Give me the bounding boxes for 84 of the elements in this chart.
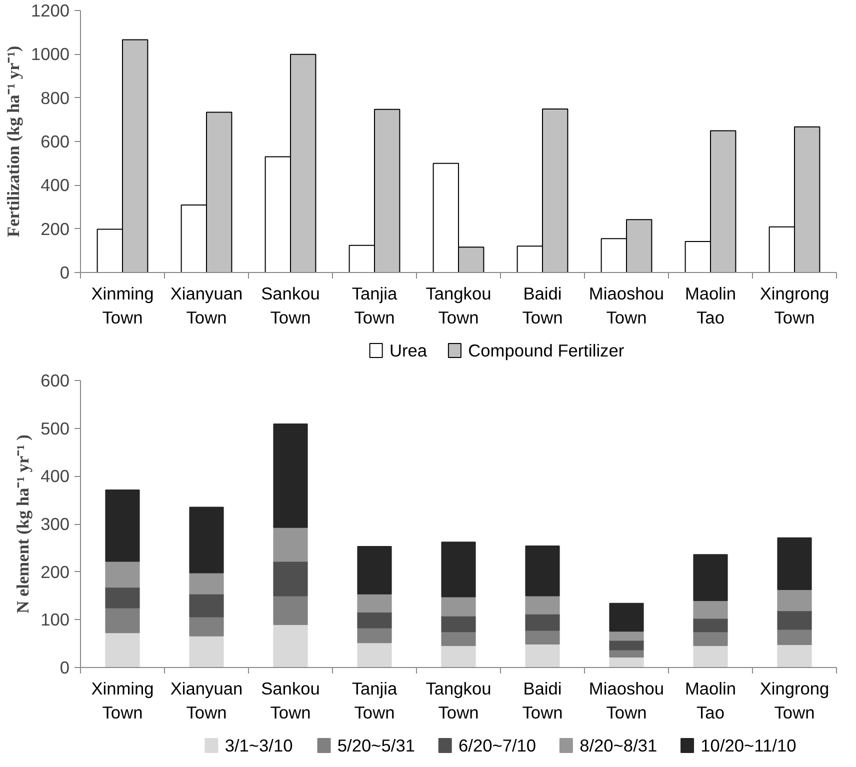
y-tick-label: 400 xyxy=(40,175,70,196)
x-tick-label: Maolin Tao xyxy=(684,284,736,328)
x-tick-label: Sankou Town xyxy=(261,678,320,722)
legend-label: 5/20~5/31 xyxy=(337,736,415,756)
bar xyxy=(189,572,224,594)
bar xyxy=(357,593,392,613)
bar xyxy=(777,589,812,612)
bar xyxy=(441,631,476,646)
bar xyxy=(693,644,728,668)
y-tick-label: 500 xyxy=(40,418,70,438)
bar xyxy=(189,593,224,618)
y-tick-label: 0 xyxy=(60,658,70,678)
bar xyxy=(609,640,644,650)
x-tick-label: Tanjia Town xyxy=(352,284,398,328)
x-tick-label: Baidi Town xyxy=(522,284,563,328)
y-tick-label: 600 xyxy=(40,132,70,152)
y-tick-label: 1000 xyxy=(30,44,70,64)
x-tick-label: Miaoshou Town xyxy=(588,284,664,328)
legend-label: 10/20~11/10 xyxy=(700,736,796,756)
y-tick-label: 800 xyxy=(40,88,70,108)
bar xyxy=(777,610,812,630)
x-tick-label: Xinming Town xyxy=(91,678,154,722)
bar xyxy=(441,644,476,668)
bar xyxy=(105,490,140,562)
y-tick-label: 1200 xyxy=(30,0,70,20)
bar xyxy=(693,554,728,602)
bar xyxy=(693,600,728,619)
legend-label: 3/1~3/10 xyxy=(224,736,293,756)
bar xyxy=(525,546,560,596)
x-tick-label: Tanjia Town xyxy=(352,678,398,722)
legend-label: Urea xyxy=(389,340,428,360)
y-tick-label: 400 xyxy=(40,466,70,486)
bar xyxy=(105,632,140,668)
x-tick-label: Baidi Town xyxy=(522,678,563,722)
bar xyxy=(105,586,140,608)
bar xyxy=(693,631,728,646)
y-tick-label: 0 xyxy=(60,262,70,282)
bar xyxy=(441,615,476,632)
bar xyxy=(357,627,392,644)
bar xyxy=(189,506,224,574)
bar xyxy=(525,613,560,631)
x-tick-label: Xingrong Town xyxy=(760,284,830,328)
bar xyxy=(357,546,392,594)
bar xyxy=(525,630,560,645)
bar xyxy=(441,542,476,598)
bar xyxy=(273,560,308,596)
bar xyxy=(777,628,812,646)
bar xyxy=(273,595,308,625)
x-tick-label: Xianyuan Town xyxy=(170,284,243,328)
bar xyxy=(357,612,392,628)
bar xyxy=(441,596,476,616)
bar xyxy=(357,642,392,668)
bar xyxy=(189,635,224,668)
bar xyxy=(609,602,644,632)
bar xyxy=(273,424,308,528)
bar xyxy=(189,616,224,636)
bar xyxy=(609,630,644,641)
bar xyxy=(105,607,140,634)
x-tick-label: Xianyuan Town xyxy=(170,678,243,722)
x-tick-label: Sankou Town xyxy=(261,284,320,328)
y-tick-label: 200 xyxy=(40,218,70,239)
x-tick-label: Xinming Town xyxy=(91,284,154,328)
bar xyxy=(273,526,308,562)
x-tick-label: Maolin Tao xyxy=(684,678,736,722)
bar xyxy=(777,644,812,668)
y-axis-title: N element (kg ha⁻¹ yr⁻¹ ) xyxy=(14,434,33,614)
legend-label: Compound Fertilizer xyxy=(468,340,624,360)
x-tick-label: Tangkou Town xyxy=(426,284,492,328)
bar xyxy=(525,644,560,668)
bar xyxy=(777,537,812,590)
bar xyxy=(105,560,140,588)
legend-label: 6/20~7/10 xyxy=(458,736,536,756)
bar xyxy=(693,618,728,632)
y-tick-label: 300 xyxy=(40,514,70,534)
y-tick-label: 200 xyxy=(40,562,70,582)
x-tick-label: Miaoshou Town xyxy=(588,678,664,722)
y-tick-label: 600 xyxy=(40,370,70,390)
bar xyxy=(273,624,308,668)
y-axis-title: Fertilization (kg ha⁻¹ yr⁻¹) xyxy=(4,46,23,238)
y-tick-label: 100 xyxy=(40,610,70,630)
x-tick-label: Xingrong Town xyxy=(760,678,830,722)
x-tick-label: Tangkou Town xyxy=(426,678,492,722)
bar xyxy=(525,595,560,614)
legend-label: 8/20~8/31 xyxy=(580,736,658,756)
